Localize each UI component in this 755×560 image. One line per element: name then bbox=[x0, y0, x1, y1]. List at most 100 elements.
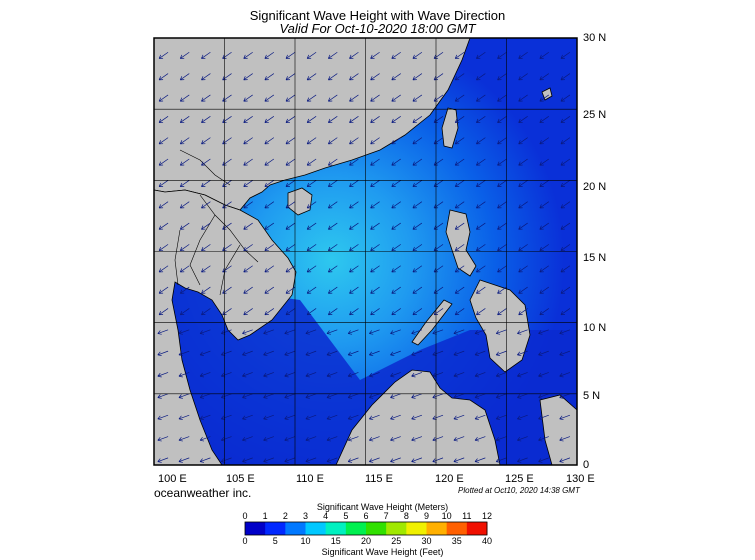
colorbar-meter-tick: 6 bbox=[363, 511, 369, 521]
wave-arrow bbox=[306, 286, 317, 294]
wave-arrow bbox=[476, 94, 486, 102]
wave-arrow bbox=[349, 222, 359, 230]
wave-arrow bbox=[178, 457, 190, 463]
colorbar-feet-tick: 35 bbox=[451, 536, 462, 546]
wave-arrow bbox=[454, 94, 465, 102]
wave-arrow bbox=[368, 414, 380, 421]
wave-arrow bbox=[285, 94, 296, 102]
wave-arrow bbox=[179, 180, 190, 187]
wave-arrow bbox=[370, 222, 380, 230]
wave-arrow bbox=[476, 265, 486, 273]
wave-arrow bbox=[349, 286, 359, 294]
wave-arrow bbox=[264, 137, 275, 145]
plotted-timestamp: Plotted at Oct10, 2020 14:38 GMT bbox=[458, 486, 580, 495]
wave-arrow bbox=[474, 329, 486, 335]
wave-arrow bbox=[538, 350, 549, 357]
colorbar-meter-tick: 5 bbox=[343, 511, 349, 521]
land-taiwan bbox=[441, 107, 459, 149]
colorbar-feet-tick: 25 bbox=[391, 536, 402, 546]
wave-arrow bbox=[199, 372, 211, 378]
wave-arrow bbox=[285, 308, 296, 316]
wave-arrow bbox=[158, 222, 169, 230]
wave-arrow bbox=[474, 350, 486, 357]
wave-arrow bbox=[285, 73, 296, 81]
colorbar bbox=[244, 521, 488, 536]
lat-label-30: 30 N bbox=[583, 32, 607, 44]
wave-arrow bbox=[285, 158, 296, 166]
wave-arrow bbox=[263, 414, 274, 421]
wave-arrow bbox=[495, 393, 507, 399]
wave-arrow bbox=[454, 51, 465, 59]
wave-arrow bbox=[370, 158, 380, 166]
wave-arrow bbox=[495, 372, 507, 378]
wave-arrow bbox=[179, 265, 190, 273]
map-frame bbox=[153, 37, 578, 466]
wave-arrow bbox=[306, 94, 317, 102]
wave-arrow bbox=[411, 414, 423, 421]
wave-arrow bbox=[539, 201, 550, 209]
wave-arrow bbox=[305, 414, 317, 421]
wave-arrow bbox=[370, 286, 380, 294]
wave-arrow bbox=[327, 308, 338, 316]
colorbar-meter-tick: 0 bbox=[242, 511, 248, 521]
wave-arrow bbox=[285, 244, 296, 252]
wave-arrow bbox=[370, 73, 380, 81]
wave-arrow bbox=[243, 51, 253, 59]
wave-arrow bbox=[497, 286, 507, 294]
wave-arrow bbox=[179, 244, 190, 252]
wave-arrow bbox=[518, 115, 528, 123]
wave-arrow bbox=[411, 372, 423, 378]
wave-arrow bbox=[497, 51, 507, 59]
colorbar-title-meters: Significant Wave Height (Meters) bbox=[316, 502, 449, 512]
wave-arrow bbox=[539, 73, 550, 81]
wave-arrow bbox=[327, 137, 338, 145]
wave-arrow bbox=[158, 137, 169, 145]
wave-arrow bbox=[497, 222, 507, 230]
colorbar-feet-tick: 10 bbox=[300, 536, 311, 546]
wave-arrow bbox=[201, 244, 211, 252]
wave-arrow bbox=[495, 414, 507, 421]
wave-arrow bbox=[158, 201, 169, 209]
wave-arrow bbox=[495, 436, 507, 442]
wave-arrow bbox=[264, 244, 275, 252]
wave-arrow bbox=[539, 244, 550, 252]
wave-arrow bbox=[347, 329, 359, 335]
wave-arrow bbox=[243, 265, 253, 273]
wave-arrow bbox=[559, 329, 571, 335]
wave-arrow bbox=[285, 201, 296, 209]
colorbar-meter-tick: 8 bbox=[403, 511, 409, 521]
wave-arrow bbox=[453, 457, 465, 463]
wave-arrow bbox=[178, 329, 190, 335]
wave-arrow bbox=[391, 244, 401, 252]
wave-arrow bbox=[560, 265, 571, 273]
wave-arrow bbox=[199, 393, 211, 399]
wave-arrow bbox=[243, 137, 253, 145]
wave-arrow bbox=[349, 180, 359, 187]
colorbar-segment bbox=[386, 522, 407, 535]
map-title: Significant Wave Height with Wave Direct… bbox=[249, 8, 506, 23]
wave-arrow bbox=[285, 222, 296, 230]
wave-arrow bbox=[453, 436, 465, 442]
wave-arrow bbox=[539, 308, 550, 316]
wave-arrow bbox=[368, 436, 380, 442]
wave-arrow bbox=[243, 308, 253, 316]
wave-arrow bbox=[178, 414, 190, 421]
wave-arrow bbox=[178, 393, 190, 399]
colorbar-feet-tick: 15 bbox=[330, 536, 341, 546]
lat-label-5: 5 N bbox=[583, 390, 601, 402]
wave-arrow bbox=[476, 286, 486, 294]
lon-label-115: 115 E bbox=[365, 473, 393, 485]
wave-arrow bbox=[179, 51, 190, 59]
wave-arrow bbox=[391, 94, 401, 102]
wave-arrow bbox=[263, 457, 274, 463]
wave-arrow bbox=[538, 414, 549, 421]
wave-arrow bbox=[412, 137, 423, 145]
wave-arrow bbox=[517, 350, 528, 357]
wave-arrow bbox=[349, 73, 359, 81]
wave-arrow bbox=[370, 51, 380, 59]
wave-arrow bbox=[349, 244, 359, 252]
wave-arrow bbox=[199, 457, 211, 463]
wave-arrow bbox=[476, 51, 486, 59]
wave-arrow bbox=[474, 436, 486, 442]
colorbar-meter-tick: 1 bbox=[262, 511, 268, 521]
